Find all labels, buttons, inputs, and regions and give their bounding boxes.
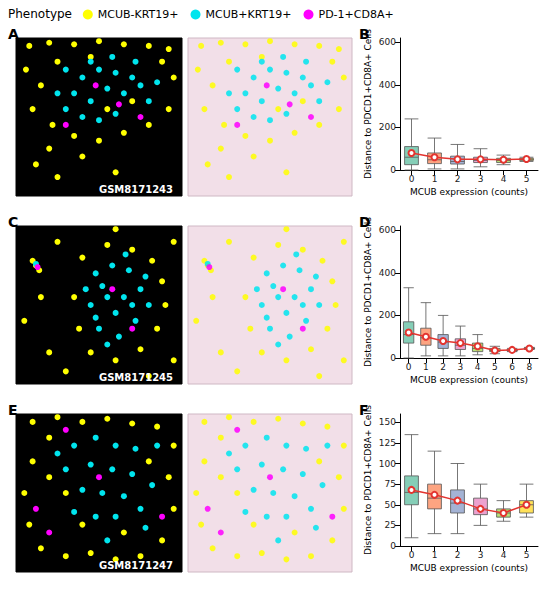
svg-text:5: 5 [524, 174, 530, 184]
svg-text:MCUB expression (counts): MCUB expression (counts) [410, 375, 528, 385]
svg-text:150: 150 [379, 417, 396, 427]
svg-text:0: 0 [409, 174, 415, 184]
svg-text:MCUB-KRT19+: MCUB-KRT19+ [98, 8, 179, 21]
svg-text:2: 2 [455, 174, 461, 184]
svg-text:MCUB expression (counts): MCUB expression (counts) [410, 187, 528, 197]
svg-text:600: 600 [379, 225, 396, 235]
svg-text:Distance to PDCD1+CD8A+ Cells: Distance to PDCD1+CD8A+ Cells [363, 217, 373, 367]
svg-text:125: 125 [379, 438, 396, 448]
svg-text:5: 5 [524, 550, 530, 560]
svg-text:E: E [8, 402, 18, 418]
svg-text:0: 0 [406, 362, 412, 372]
svg-text:100: 100 [379, 459, 396, 469]
svg-text:0: 0 [409, 550, 415, 560]
svg-text:4: 4 [475, 362, 481, 372]
svg-text:4: 4 [501, 174, 507, 184]
svg-text:50: 50 [385, 500, 397, 510]
svg-text:3: 3 [458, 362, 464, 372]
svg-text:8: 8 [527, 362, 533, 372]
svg-text:4: 4 [501, 550, 507, 560]
svg-text:Phenotype: Phenotype [8, 7, 72, 21]
svg-text:75: 75 [385, 479, 396, 489]
svg-text:2: 2 [440, 362, 446, 372]
svg-text:200: 200 [379, 310, 396, 320]
svg-text:400: 400 [379, 268, 396, 278]
svg-text:400: 400 [379, 80, 396, 90]
svg-text:200: 200 [379, 122, 396, 132]
svg-text:600: 600 [379, 37, 396, 47]
svg-text:Distance to PDCD1+CD8A+ Cells: Distance to PDCD1+CD8A+ Cells [363, 29, 373, 179]
svg-text:GSM8171245: GSM8171245 [99, 372, 173, 383]
svg-text:C: C [8, 214, 18, 230]
svg-text:B: B [359, 26, 370, 42]
svg-text:25: 25 [385, 520, 396, 530]
svg-text:5: 5 [492, 362, 498, 372]
svg-text:1: 1 [423, 362, 429, 372]
svg-text:F: F [359, 402, 369, 418]
svg-text:GSM8171247: GSM8171247 [99, 560, 173, 571]
svg-text:PD-1+CD8A+: PD-1+CD8A+ [319, 8, 394, 21]
svg-text:A: A [8, 26, 19, 42]
svg-text:Distance to PDCD1+CD8A+ Cells: Distance to PDCD1+CD8A+ Cells [363, 405, 373, 555]
svg-text:1: 1 [432, 174, 438, 184]
svg-text:3: 3 [478, 174, 484, 184]
svg-text:GSM8171243: GSM8171243 [99, 184, 173, 195]
svg-text:3: 3 [478, 550, 484, 560]
svg-text:0: 0 [390, 541, 396, 551]
svg-text:D: D [359, 214, 371, 230]
svg-text:0: 0 [390, 165, 396, 175]
svg-text:1: 1 [432, 550, 438, 560]
svg-text:MCUB expression (counts): MCUB expression (counts) [410, 563, 528, 573]
svg-text:0: 0 [390, 353, 396, 363]
svg-text:2: 2 [455, 550, 461, 560]
svg-text:6: 6 [509, 362, 515, 372]
svg-text:MCUB+KRT19+: MCUB+KRT19+ [206, 8, 292, 21]
